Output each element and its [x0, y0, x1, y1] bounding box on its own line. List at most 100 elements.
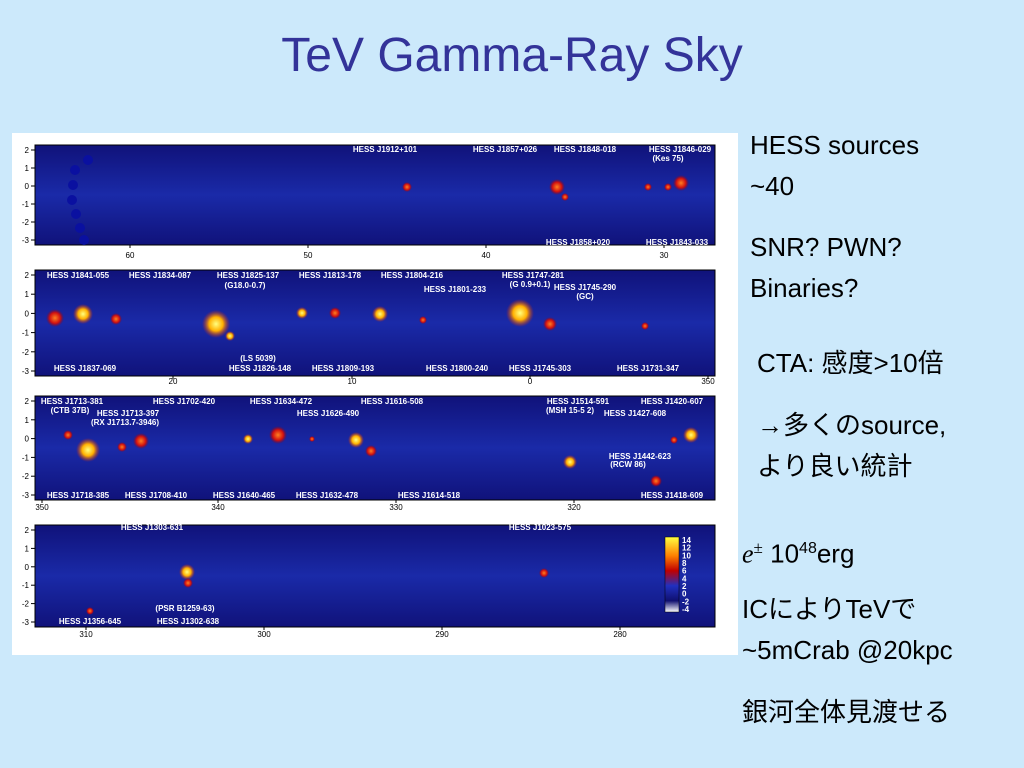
emission-blob — [561, 193, 569, 201]
x-tick-label: 20 — [169, 377, 178, 386]
colorbar-label: 8 — [682, 559, 687, 568]
y-tick-label: -2 — [22, 472, 30, 481]
source-label: HESS J1801-233 — [424, 285, 487, 294]
x-tick-label: 320 — [567, 503, 581, 512]
x-tick-label: 280 — [613, 630, 627, 639]
emission-blob — [329, 307, 341, 319]
energy-note: e± 1048erg — [742, 533, 854, 570]
source-label: HESS J1614-518 — [398, 491, 461, 500]
colorbar-label: 0 — [682, 590, 687, 599]
source-label: HESS J1718-385 — [47, 491, 110, 500]
emission-blob — [133, 433, 149, 449]
source-label: HESS J1745-303 — [509, 364, 572, 373]
note-text: SNR? PWN? — [750, 232, 902, 262]
sky-map — [34, 269, 716, 377]
source-label: HESS J1640-465 — [213, 491, 276, 500]
y-tick-label: -2 — [22, 218, 30, 227]
source-label: HESS J1708-410 — [125, 491, 188, 500]
emission-blob — [506, 299, 534, 327]
unit: erg — [816, 538, 855, 569]
source-label: HESS J1834-087 — [129, 271, 192, 280]
survey-edge — [70, 165, 80, 175]
x-tick-label: 290 — [435, 630, 449, 639]
colorbar-label: 10 — [682, 551, 691, 560]
symbol: e — [742, 539, 754, 569]
colorbar-label: 2 — [682, 582, 687, 591]
source-label: HESS J1841-055 — [47, 271, 110, 280]
note-text: 銀河全体見渡せる — [742, 697, 951, 727]
emission-blob — [670, 436, 678, 444]
note-text: →多くのsource, — [757, 410, 947, 440]
x-tick-label: 30 — [660, 251, 669, 260]
emission-blob — [225, 331, 235, 341]
sky-map — [34, 144, 716, 246]
note-text: Binaries? — [750, 273, 859, 303]
emission-blob — [76, 438, 100, 462]
exponent: 48 — [799, 540, 817, 557]
colorbar-label: 6 — [682, 567, 687, 576]
y-tick-label: -1 — [22, 581, 30, 590]
source-label: (G 0.9+0.1) — [510, 280, 551, 289]
source-label: (RCW 86) — [610, 460, 646, 469]
source-label: (Kes 75) — [652, 154, 683, 163]
emission-blob — [365, 445, 377, 457]
colorbar-label: -4 — [682, 605, 690, 614]
note-text: より良い統計 — [757, 451, 913, 481]
y-tick-label: 2 — [25, 397, 30, 406]
emission-blob — [202, 310, 230, 338]
y-tick-label: 1 — [25, 544, 30, 553]
survey-edge — [79, 235, 89, 245]
y-tick-label: -2 — [22, 600, 30, 609]
y-tick-label: 0 — [25, 182, 30, 191]
emission-blob — [296, 307, 308, 319]
colorbar-label: 12 — [682, 544, 691, 553]
colorbar-label: 14 — [682, 536, 691, 545]
emission-blob — [117, 442, 127, 452]
source-label: HESS J1731-347 — [617, 364, 680, 373]
emission-blob — [179, 564, 195, 580]
x-tick-label: 40 — [482, 251, 491, 260]
survey-edge — [71, 209, 81, 219]
source-label: HESS J1626-490 — [297, 409, 360, 418]
emission-blob — [309, 436, 315, 442]
emission-blob — [683, 427, 699, 443]
survey-edge — [75, 223, 85, 233]
y-tick-label: -3 — [22, 618, 30, 627]
y-tick-label: 2 — [25, 526, 30, 535]
y-tick-label: 1 — [25, 164, 30, 173]
source-label: HESS J1813-178 — [299, 271, 362, 280]
y-tick-label: -3 — [22, 367, 30, 376]
x-tick-label: 340 — [211, 503, 225, 512]
survey-edge — [83, 155, 93, 165]
note-text: ICによりTeVで — [742, 594, 917, 624]
source-label: (GC) — [576, 292, 594, 301]
y-tick-label: 1 — [25, 290, 30, 299]
source-label: (G18.0-0.7) — [225, 281, 266, 290]
source-label: HESS J1745-290 — [554, 283, 617, 292]
source-label: HESS J1023-575 — [509, 523, 572, 532]
emission-blob — [650, 475, 662, 487]
emission-blob — [419, 316, 427, 324]
emission-blob — [372, 306, 388, 322]
y-tick-label: -3 — [22, 236, 30, 245]
source-label: HESS J1857+026 — [473, 145, 538, 154]
source-label: HESS J1809-193 — [312, 364, 375, 373]
emission-blob — [63, 430, 73, 440]
emission-blob — [641, 322, 649, 330]
emission-blob — [183, 578, 193, 588]
emission-blob — [644, 183, 652, 191]
base: 10 — [770, 538, 800, 569]
x-tick-label: 350 — [701, 377, 715, 386]
x-tick-label: 60 — [126, 251, 135, 260]
x-tick-label: 310 — [79, 630, 93, 639]
source-label: HESS J1843-033 — [646, 238, 709, 247]
source-label: HESS J1634-472 — [250, 397, 313, 406]
y-tick-label: -1 — [22, 453, 30, 462]
x-tick-label: 10 — [348, 377, 357, 386]
emission-blob — [543, 317, 557, 331]
slide-title: TeV Gamma-Ray Sky — [281, 29, 743, 82]
x-tick-label: 330 — [389, 503, 403, 512]
source-label: HESS J1420-607 — [641, 397, 704, 406]
source-label: HESS J1848-018 — [554, 145, 617, 154]
